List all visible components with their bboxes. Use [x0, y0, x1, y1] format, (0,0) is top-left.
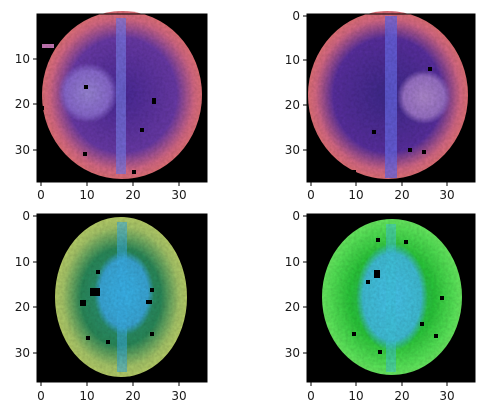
y-tick-label: 30: [285, 143, 300, 157]
y-axis: 10 20 30: [15, 52, 37, 157]
y-tick-label: 20: [285, 98, 300, 112]
x-tick-label: 20: [125, 389, 140, 403]
x-tick-label: 0: [37, 389, 45, 403]
x-tick-label: 0: [307, 389, 315, 403]
panel-frame: [306, 13, 476, 183]
y-tick-label: 0: [292, 9, 300, 23]
y-tick-label: 20: [285, 300, 300, 314]
x-tick-label: 10: [348, 188, 363, 202]
y-axis: 0 10 20 30: [285, 209, 307, 360]
x-axis: 0 10 20 30: [307, 182, 455, 202]
brain-image: [40, 11, 202, 179]
x-tick-label: 10: [348, 389, 363, 403]
y-tick-label: 10: [15, 255, 30, 269]
y-tick-label: 30: [285, 346, 300, 360]
brain-image: [308, 11, 468, 179]
y-tick-label: 20: [15, 97, 30, 111]
x-axis: 0 10 20 30: [37, 382, 187, 403]
x-tick-label: 20: [394, 389, 409, 403]
x-tick-label: 0: [37, 188, 45, 202]
x-axis: 0 10 20 30: [307, 382, 455, 403]
x-tick-label: 0: [307, 188, 315, 202]
x-tick-label: 30: [171, 188, 186, 202]
panel-bottom-left: 0 10 20 30 0 10 20 30: [15, 209, 208, 403]
panel-frame: [36, 13, 208, 183]
panel-top-left: 0 10 20 30 10 20 30: [15, 11, 208, 202]
y-tick-label: 30: [15, 143, 30, 157]
y-axis: 0 10 20 30: [15, 209, 37, 360]
y-tick-label: 10: [285, 53, 300, 67]
panel-top-right: 0 10 20 30 0 10 20 30: [285, 9, 476, 202]
y-tick-label: 10: [285, 255, 300, 269]
panel-frame: [36, 213, 208, 383]
x-tick-label: 10: [79, 188, 94, 202]
brain-image: [322, 219, 462, 375]
y-tick-label: 10: [15, 52, 30, 66]
panel-frame: [306, 213, 476, 383]
y-tick-label: 0: [22, 209, 30, 223]
x-tick-label: 30: [439, 389, 454, 403]
y-tick-label: 20: [15, 300, 30, 314]
y-tick-label: 0: [292, 209, 300, 223]
panel-bottom-right: 0 10 20 30 0 10 20 30: [285, 209, 476, 403]
x-tick-label: 20: [125, 188, 140, 202]
x-tick-label: 30: [171, 389, 186, 403]
y-tick-label: 30: [15, 346, 30, 360]
brain-image: [55, 217, 187, 377]
x-tick-label: 10: [79, 389, 94, 403]
x-axis: 0 10 20 30: [37, 182, 187, 202]
y-axis: 0 10 20 30: [285, 9, 307, 157]
x-tick-label: 30: [439, 188, 454, 202]
x-tick-label: 20: [394, 188, 409, 202]
